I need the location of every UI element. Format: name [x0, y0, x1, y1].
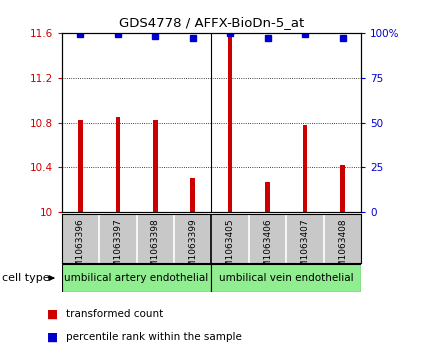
Bar — [153, 120, 158, 212]
Title: GDS4778 / AFFX-BioDn-5_at: GDS4778 / AFFX-BioDn-5_at — [119, 16, 304, 29]
Bar — [340, 165, 345, 212]
Text: GSM1063405: GSM1063405 — [226, 218, 235, 279]
Text: umbilical artery endothelial: umbilical artery endothelial — [65, 273, 209, 283]
Text: umbilical vein endothelial: umbilical vein endothelial — [219, 273, 354, 283]
Bar — [78, 120, 82, 212]
Bar — [62, 264, 211, 292]
Bar — [303, 125, 307, 212]
Bar — [116, 117, 120, 212]
Text: GSM1063396: GSM1063396 — [76, 218, 85, 279]
Text: ■: ■ — [47, 330, 58, 343]
Bar — [265, 182, 270, 212]
Text: cell type: cell type — [2, 273, 50, 283]
Text: GSM1063399: GSM1063399 — [188, 218, 197, 279]
Text: ■: ■ — [47, 307, 58, 321]
Text: GSM1063408: GSM1063408 — [338, 218, 347, 279]
Text: GSM1063406: GSM1063406 — [263, 218, 272, 279]
Bar — [211, 264, 361, 292]
Text: GSM1063397: GSM1063397 — [113, 218, 122, 279]
Text: percentile rank within the sample: percentile rank within the sample — [66, 332, 242, 342]
Bar — [190, 178, 195, 212]
Bar — [228, 36, 232, 212]
Text: GSM1063398: GSM1063398 — [151, 218, 160, 279]
Text: GSM1063407: GSM1063407 — [300, 218, 309, 279]
Text: transformed count: transformed count — [66, 309, 163, 319]
